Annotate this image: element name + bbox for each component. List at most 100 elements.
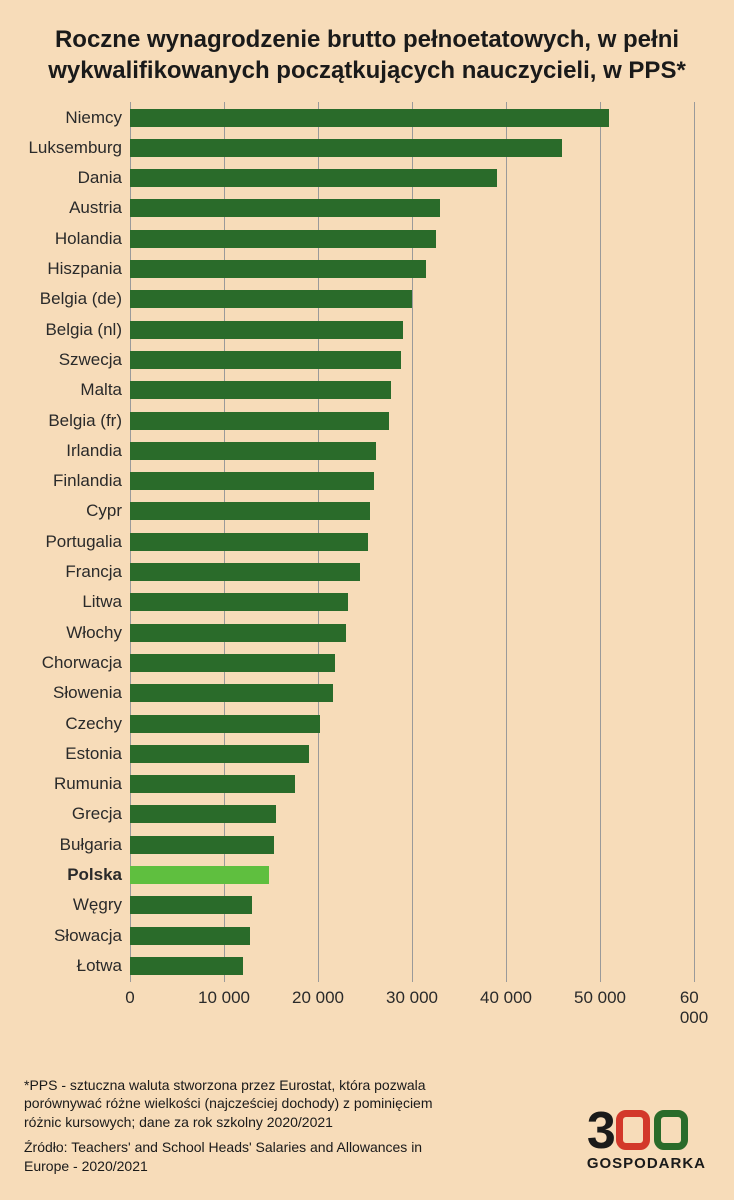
bar-row: Bułgaria — [130, 830, 694, 860]
bar — [130, 109, 609, 127]
bar-label: Belgia (de) — [40, 289, 130, 309]
bar-row: Niemcy — [130, 102, 694, 132]
bar — [130, 775, 295, 793]
x-tick-label: 60 000 — [680, 988, 708, 1028]
bar-row: Słowacja — [130, 920, 694, 950]
bar — [130, 593, 348, 611]
bar-label: Słowacja — [54, 926, 130, 946]
chart-title: Roczne wynagrodzenie brutto pełnoetatowy… — [0, 0, 734, 102]
bar — [130, 472, 374, 490]
bar-row: Malta — [130, 375, 694, 405]
bar — [130, 321, 403, 339]
bar-row: Czechy — [130, 708, 694, 738]
bar — [130, 533, 368, 551]
x-tick-label: 0 — [125, 988, 134, 1008]
bar-row: Węgry — [130, 890, 694, 920]
bar — [130, 381, 391, 399]
bar-label: Słowenia — [53, 683, 130, 703]
logo-gospodarka: GOSPODARKA — [587, 1155, 706, 1172]
bar-label: Portugalia — [45, 532, 130, 552]
logo: 3 GOSPODARKA — [587, 1108, 706, 1172]
bar-label: Estonia — [65, 744, 130, 764]
bar-row: Grecja — [130, 799, 694, 829]
bar-label: Rumunia — [54, 774, 130, 794]
bar-row: Włochy — [130, 617, 694, 647]
bar — [130, 139, 562, 157]
bar-row: Holandia — [130, 224, 694, 254]
bar-row: Estonia — [130, 739, 694, 769]
bar-label: Belgia (nl) — [45, 320, 130, 340]
bar — [130, 169, 497, 187]
bar-label: Litwa — [82, 592, 130, 612]
bar — [130, 805, 276, 823]
x-tick-label: 50 000 — [574, 988, 626, 1008]
bar-row: Chorwacja — [130, 648, 694, 678]
bar — [130, 290, 412, 308]
bar-label: Hiszpania — [47, 259, 130, 279]
footnote-source: Źródło: Teachers' and School Heads' Sala… — [24, 1138, 464, 1176]
bar-row: Rumunia — [130, 769, 694, 799]
bar — [130, 442, 376, 460]
bar-label: Węgry — [73, 895, 130, 915]
bar — [130, 260, 426, 278]
bar-label: Dania — [78, 168, 130, 188]
bar-row: Dania — [130, 163, 694, 193]
bar-row: Portugalia — [130, 527, 694, 557]
gridline — [694, 102, 695, 982]
bar-row: Austria — [130, 193, 694, 223]
bar — [130, 957, 243, 975]
logo-300: 3 — [587, 1108, 706, 1155]
bar-label: Holandia — [55, 229, 130, 249]
bar — [130, 230, 436, 248]
bar-row: Hiszpania — [130, 254, 694, 284]
bar-label: Bułgaria — [60, 835, 130, 855]
bar — [130, 715, 320, 733]
bar-label: Finlandia — [53, 471, 130, 491]
bar-row: Litwa — [130, 587, 694, 617]
bar-label: Chorwacja — [42, 653, 130, 673]
logo-digit — [616, 1110, 650, 1150]
bar-label: Włochy — [66, 623, 130, 643]
footnote-pps: *PPS - sztuczna waluta stworzona przez E… — [24, 1076, 464, 1133]
bar-row: Belgia (fr) — [130, 405, 694, 435]
logo-digit — [654, 1110, 688, 1150]
bar — [130, 351, 401, 369]
bar — [130, 199, 440, 217]
bar — [130, 502, 370, 520]
bar-row: Szwecja — [130, 345, 694, 375]
bar — [130, 745, 309, 763]
bar — [130, 896, 252, 914]
bar-label: Malta — [80, 380, 130, 400]
bar-label: Belgia (fr) — [48, 411, 130, 431]
x-axis: 010 00020 00030 00040 00050 00060 000 — [130, 982, 694, 1022]
bar-label: Francja — [65, 562, 130, 582]
bar-label: Irlandia — [66, 441, 130, 461]
bar-label: Czechy — [65, 714, 130, 734]
bar — [130, 624, 346, 642]
x-tick-label: 40 000 — [480, 988, 532, 1008]
bar-row: Polska — [130, 860, 694, 890]
bar-row: Cypr — [130, 496, 694, 526]
bar — [130, 563, 360, 581]
bar-row: Francja — [130, 557, 694, 587]
bar — [130, 836, 274, 854]
bar — [130, 412, 389, 430]
footnote: *PPS - sztuczna waluta stworzona przez E… — [24, 1076, 464, 1176]
bar — [130, 927, 250, 945]
bar-label: Niemcy — [65, 108, 130, 128]
bar-row: Irlandia — [130, 436, 694, 466]
bar-label: Luksemburg — [28, 138, 130, 158]
bar-row: Belgia (nl) — [130, 314, 694, 344]
bar-label: Łotwa — [77, 956, 130, 976]
bar — [130, 684, 333, 702]
chart-area: NiemcyLuksemburgDaniaAustriaHolandiaHisz… — [130, 102, 694, 1022]
x-tick-label: 30 000 — [386, 988, 438, 1008]
bar — [130, 654, 335, 672]
bar-row: Łotwa — [130, 951, 694, 981]
bar-label: Grecja — [72, 804, 130, 824]
bar-row: Luksemburg — [130, 133, 694, 163]
bar-label: Szwecja — [59, 350, 130, 370]
bar-label: Polska — [67, 865, 130, 885]
x-tick-label: 10 000 — [198, 988, 250, 1008]
bar-row: Belgia (de) — [130, 284, 694, 314]
